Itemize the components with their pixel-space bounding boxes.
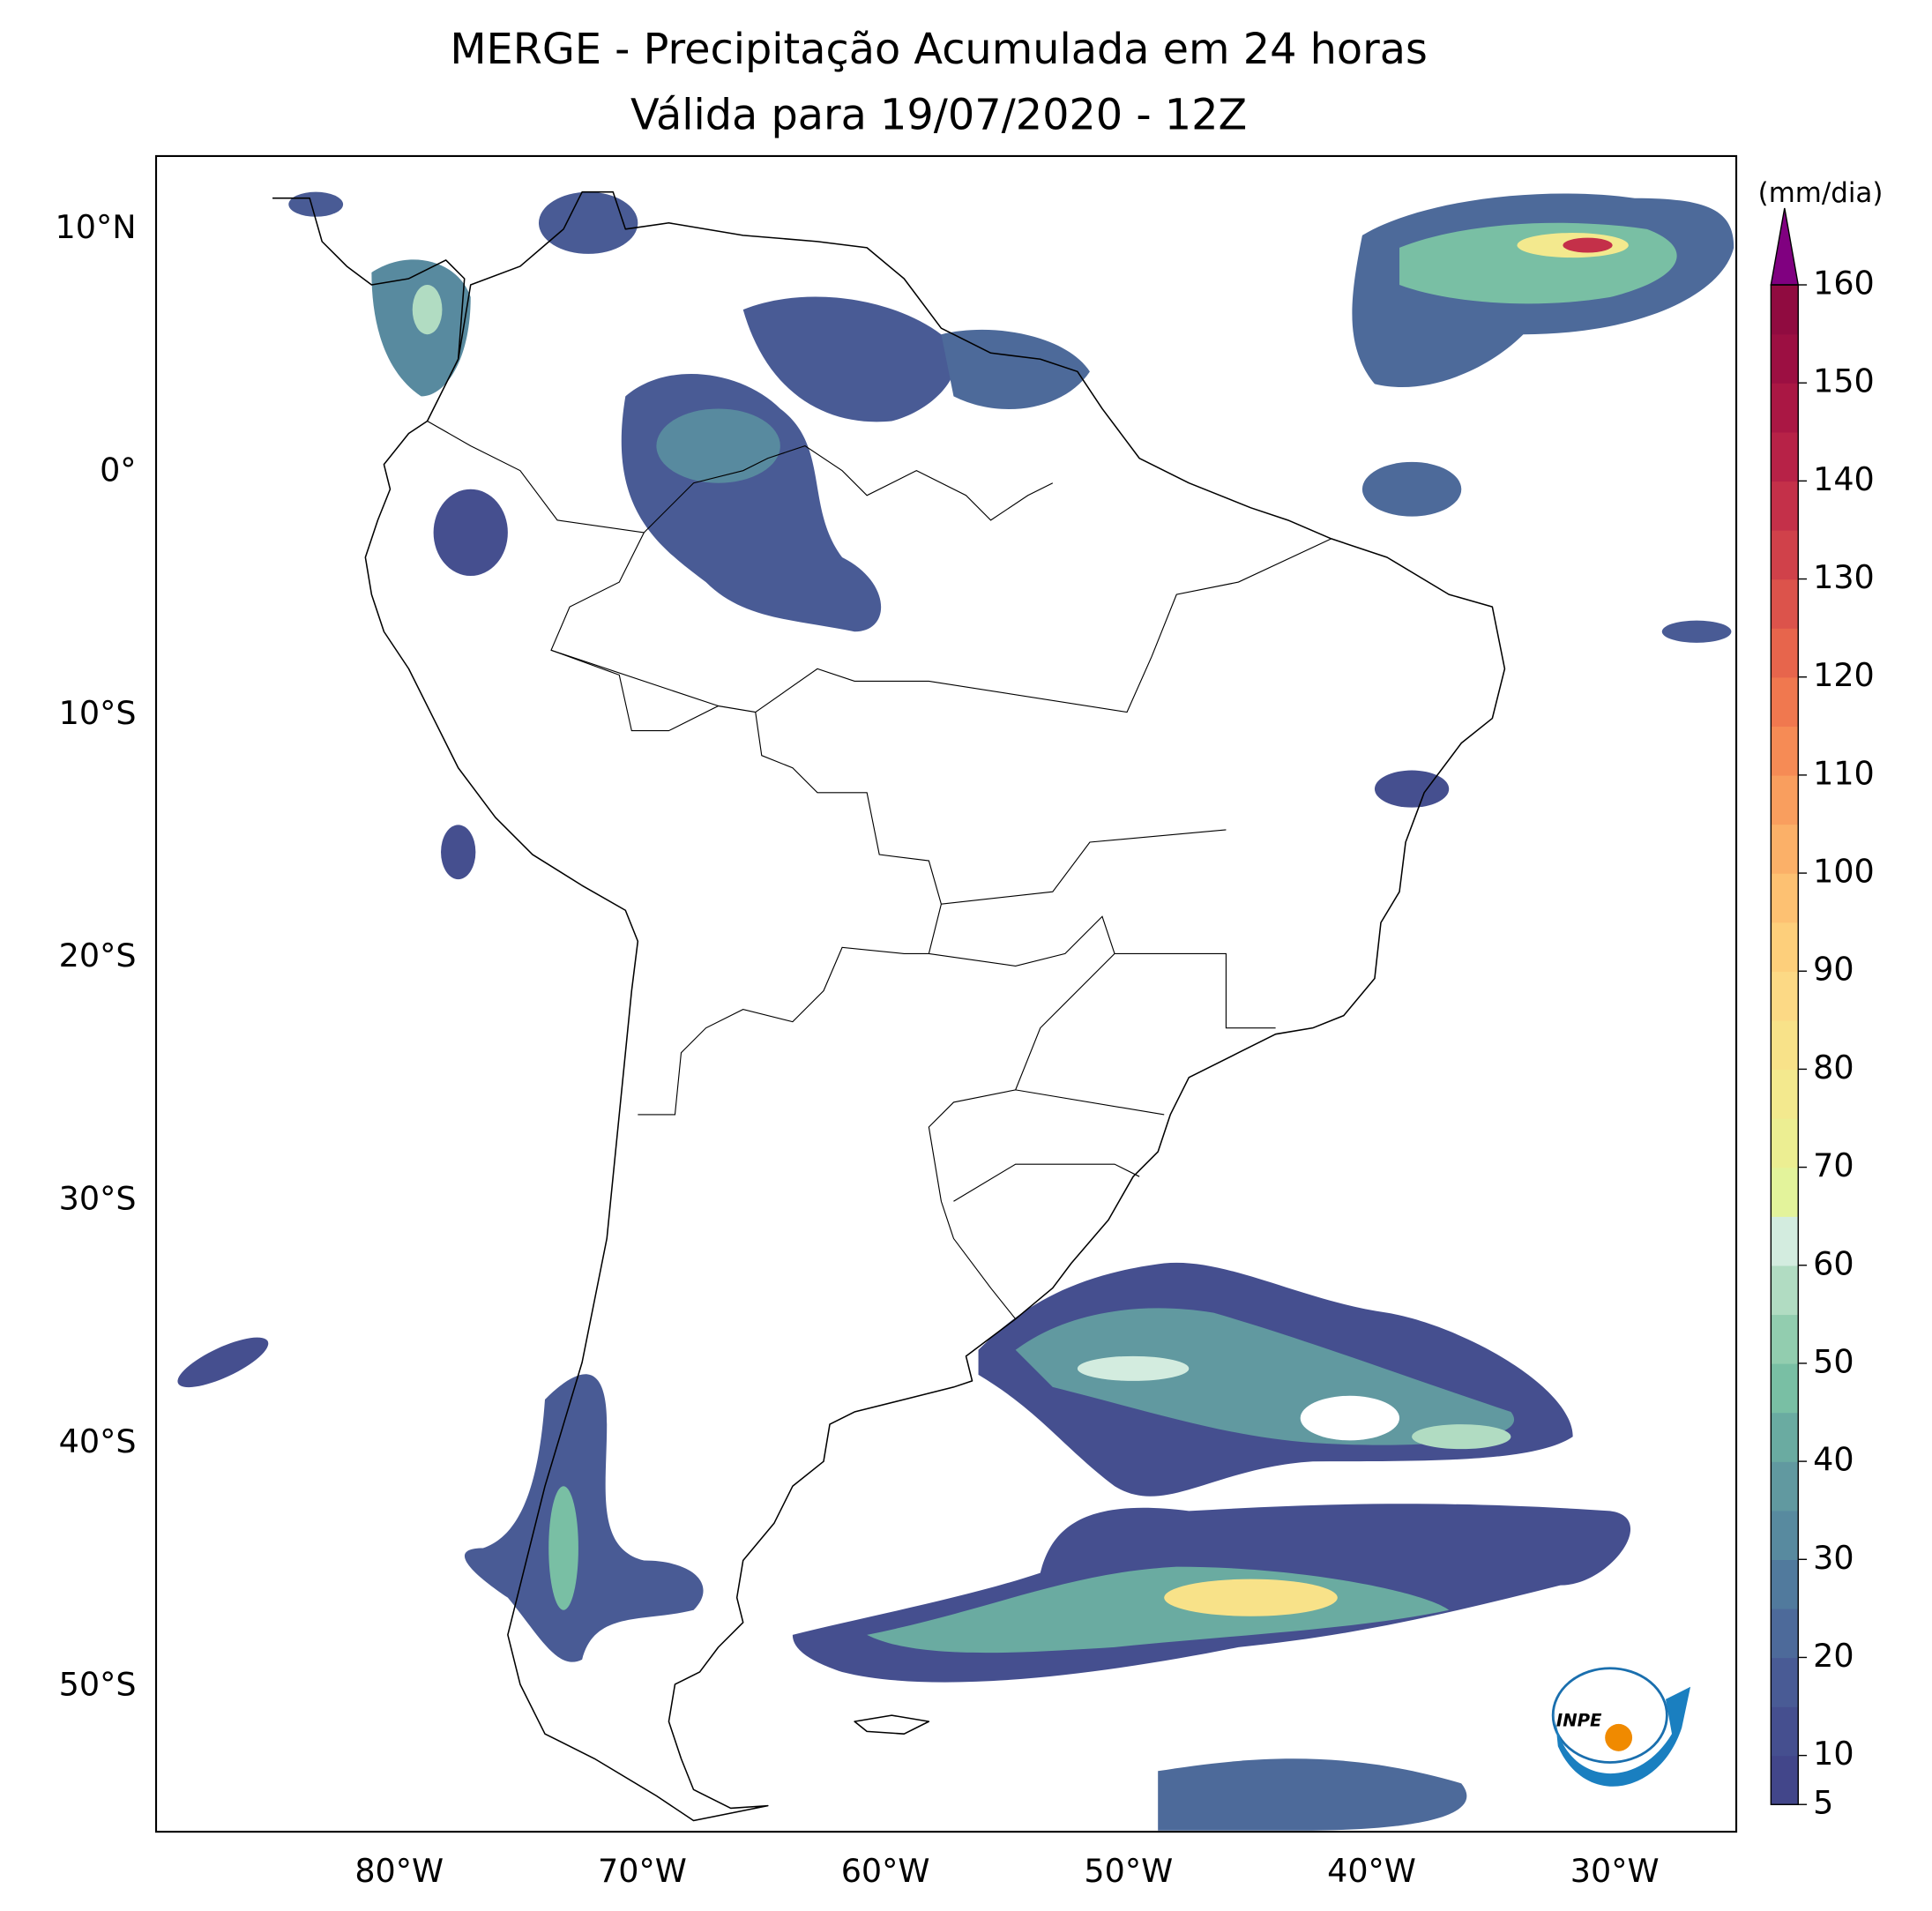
colorbar-tick-label: 110 <box>1813 754 1875 792</box>
colorbar-band <box>1771 333 1799 384</box>
x-tick-label: 80°W <box>354 1852 444 1890</box>
colorbar-tick-label: 60 <box>1813 1244 1854 1282</box>
inpe-logo: INPE <box>1551 1667 1691 1787</box>
colorbar-band <box>1771 1657 1799 1707</box>
y-tick-label: 40°S <box>59 1422 137 1460</box>
logo-text: INPE <box>1556 1711 1602 1731</box>
colorbar-tick-label: 5 <box>1813 1784 1833 1822</box>
coastlines <box>272 190 1506 1822</box>
subtitle: Válida para 19/07/2020 - 12Z <box>630 91 1247 139</box>
borders <box>427 421 1332 1320</box>
x-tick-label: 30°W <box>1570 1852 1660 1890</box>
colorbar-band <box>1771 1706 1799 1757</box>
colorbar-band <box>1771 285 1799 335</box>
colorbar-band <box>1771 1314 1799 1364</box>
colorbar: 5 10 20 30 40 50 60 70 80 90 100 110 120 130 140 150 160 <box>1770 207 1875 1822</box>
colorbar-tick-label: 100 <box>1813 853 1875 891</box>
colorbar-tick-label: 10 <box>1813 1735 1854 1773</box>
colorbar-tick-label: 20 <box>1813 1637 1854 1675</box>
colorbar-band <box>1771 873 1799 923</box>
colorbar-extend <box>1770 207 1800 286</box>
colorbar-band <box>1771 431 1799 482</box>
colorbar-band <box>1771 1412 1799 1462</box>
colorbar-band <box>1771 1069 1799 1119</box>
y-tick-label: 20°S <box>59 937 137 974</box>
x-tick-label: 50°W <box>1084 1852 1173 1890</box>
colorbar-frame <box>1770 284 1799 1805</box>
colorbar-label: (mm/dia) <box>1758 177 1884 209</box>
colorbar-tick-label: 130 <box>1813 558 1875 596</box>
colorbar-tick-label: 50 <box>1813 1342 1854 1380</box>
colorbar-band <box>1771 1559 1799 1609</box>
colorbar-band <box>1771 726 1799 776</box>
colorbar-band <box>1771 1608 1799 1659</box>
colorbar-band <box>1771 774 1799 825</box>
colorbar-band <box>1771 579 1799 629</box>
colorbar-tick-label: 70 <box>1813 1146 1854 1184</box>
x-tick-label: 60°W <box>841 1852 930 1890</box>
colorbar-band <box>1771 1117 1799 1168</box>
colorbar-tick-label: 30 <box>1813 1539 1854 1577</box>
map-frame <box>154 154 1738 1833</box>
colorbar-band <box>1771 971 1799 1021</box>
x-tick-label: 70°W <box>598 1852 687 1890</box>
colorbar-band <box>1771 1167 1799 1217</box>
colorbar-tick-label: 160 <box>1813 265 1875 302</box>
colorbar-tick-label: 40 <box>1813 1441 1854 1479</box>
colorbar-band <box>1771 383 1799 433</box>
colorbar-tick-label: 80 <box>1813 1049 1854 1086</box>
colorbar-band <box>1771 481 1799 531</box>
x-tick-label: 40°W <box>1327 1852 1416 1890</box>
colorbar-band <box>1771 1216 1799 1266</box>
colorbar-band <box>1771 529 1799 580</box>
colorbar-tick-label: 90 <box>1813 951 1854 989</box>
y-tick-label: 0° <box>100 451 136 489</box>
y-tick-label: 30°S <box>59 1180 137 1218</box>
colorbar-tick-label: 140 <box>1813 460 1875 498</box>
colorbar-band <box>1771 1019 1799 1071</box>
colorbar-band <box>1771 676 1799 728</box>
title: MERGE - Precipitação Acumulada em 24 hor… <box>450 26 1428 74</box>
y-tick-label: 50°S <box>59 1665 137 1703</box>
colorbar-band <box>1771 1265 1799 1316</box>
y-tick-label: 10°S <box>59 694 137 732</box>
colorbar-band <box>1771 824 1799 874</box>
colorbar-band <box>1771 1755 1799 1805</box>
colorbar-band <box>1771 1362 1799 1414</box>
colorbar-band <box>1771 1510 1799 1560</box>
y-tick-label: 10°N <box>56 208 137 246</box>
colorbar-tick-label: 150 <box>1813 362 1875 400</box>
colorbar-tick-label: 120 <box>1813 656 1875 694</box>
colorbar-band <box>1771 1461 1799 1512</box>
colorbar-band <box>1771 922 1799 972</box>
colorbar-band <box>1771 628 1799 678</box>
